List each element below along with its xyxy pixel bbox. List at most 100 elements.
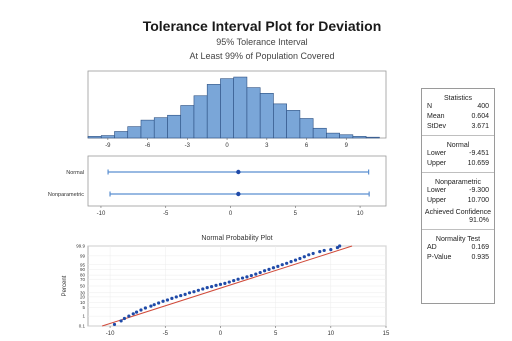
probability-ytick-label: 95 [80, 262, 86, 267]
stat-label: Upper [427, 197, 447, 204]
histogram-bar [100, 135, 115, 139]
normality-row-ad: AD 0.169 [422, 243, 494, 253]
probability-point [157, 301, 161, 305]
normal-row-upper: Upper 10.659 [422, 159, 494, 169]
achieved-confidence-label: Achieved Confidence [424, 209, 492, 216]
stat-value: 0.169 [471, 244, 489, 251]
histogram-bar [286, 110, 301, 139]
stat-row-n: N 400 [422, 102, 494, 112]
divider [422, 172, 494, 173]
probability-point [249, 273, 253, 278]
probability-ytick-label: 10 [80, 300, 86, 305]
probability-point [262, 269, 267, 273]
normal-row-lower: Lower -9.451 [422, 149, 494, 159]
histogram-bar [326, 132, 340, 139]
stat-value: -9.451 [469, 150, 489, 157]
probability-point [205, 286, 209, 290]
chart-subtitle-interval: 95% Tolerance Interval [216, 37, 308, 47]
probability-point [119, 319, 123, 323]
divider [422, 135, 494, 136]
interval-tick-label: 10 [357, 211, 364, 217]
probability-ytick-label: 30 [80, 290, 86, 295]
histogram-tick-label: -6 [145, 143, 151, 149]
probability-point [161, 299, 165, 303]
histogram-bar [259, 93, 274, 139]
probability-point [223, 281, 227, 285]
probability-ytick-label: 5 [82, 305, 85, 310]
probability-point [245, 275, 249, 279]
probability-point [134, 310, 139, 314]
histogram-bar [352, 136, 367, 139]
probability-point [335, 245, 340, 250]
probability-point [302, 255, 306, 259]
histogram-tick-label: 6 [305, 143, 309, 149]
probability-point [318, 250, 322, 254]
probability-point [322, 248, 326, 253]
probability-ytick-label: 50 [80, 284, 86, 289]
nonparametric-row-lower: Lower -9.300 [422, 186, 494, 196]
histogram-bar [193, 95, 208, 139]
probability-point [280, 263, 284, 267]
histogram-bar [153, 117, 168, 139]
stat-label: AD [427, 244, 437, 251]
achieved-confidence-value: 91.0% [469, 217, 489, 224]
probability-ytick-label: 99.9 [76, 244, 85, 249]
stat-value: -9.300 [469, 187, 489, 194]
probability-point [293, 258, 298, 262]
probability-ytick-label: 1 [82, 314, 85, 319]
interval-tick-label: -10 [97, 211, 106, 217]
stat-label: Lower [427, 187, 447, 194]
interval-tick-label: 0 [229, 211, 233, 217]
probability-point [258, 270, 262, 275]
histogram-bar [299, 118, 314, 139]
probability-ytick-label: 80 [80, 273, 86, 278]
probability-point [183, 292, 187, 296]
histogram-bar [339, 134, 354, 139]
probability-xtick-label: -5 [163, 331, 169, 337]
probability-ytick-label: 90 [80, 267, 86, 272]
histogram-tick-label: 3 [265, 143, 269, 149]
interval-row-label: Nonparametric [48, 192, 84, 198]
histogram-tick-label: 0 [225, 143, 229, 149]
probability-point [307, 253, 311, 257]
stat-label: Lower [427, 150, 447, 157]
probability-plot-title: Normal Probability Plot [201, 235, 272, 242]
histogram-tick-label: -9 [105, 143, 111, 149]
probability-xtick-label: 0 [219, 331, 223, 337]
histogram-bar [233, 76, 248, 139]
stat-row-stdev: StDev 3.671 [422, 122, 494, 132]
probability-xtick-label: -10 [106, 331, 115, 337]
stat-value: 400 [477, 103, 489, 110]
probability-point [329, 248, 333, 252]
probability-point [174, 295, 178, 299]
probability-point [218, 282, 223, 286]
histogram-bar [140, 119, 155, 139]
histogram-bar [180, 105, 195, 139]
probability-ytick-label: 20 [80, 295, 86, 300]
probability-ylabel: Percent [62, 275, 68, 296]
probability-point [289, 260, 293, 264]
histogram-bar [87, 136, 102, 139]
probability-point [214, 283, 218, 287]
nonparametric-section-title: Nonparametric [435, 179, 481, 186]
interval-mean-point [236, 191, 241, 197]
probability-ytick-label: 99 [80, 253, 86, 258]
stat-label: StDev [427, 123, 447, 130]
histogram-bar [206, 84, 221, 139]
probability-point [285, 261, 289, 265]
probability-point [187, 291, 192, 295]
statistics-title: Statistics [443, 95, 472, 102]
probability-point [112, 322, 117, 327]
interval-row-label: Normal [66, 170, 84, 176]
histogram-bar [312, 127, 327, 139]
stat-value: 10.700 [467, 197, 489, 204]
probability-point [338, 244, 342, 248]
histogram-bar [246, 87, 261, 139]
probability-point [179, 293, 183, 298]
probability-xtick-label: 15 [383, 331, 390, 337]
stat-label: Mean [427, 113, 445, 120]
normality-section-title: Normality Test [435, 236, 481, 243]
histogram-bar [365, 136, 380, 139]
probability-point [149, 304, 153, 308]
